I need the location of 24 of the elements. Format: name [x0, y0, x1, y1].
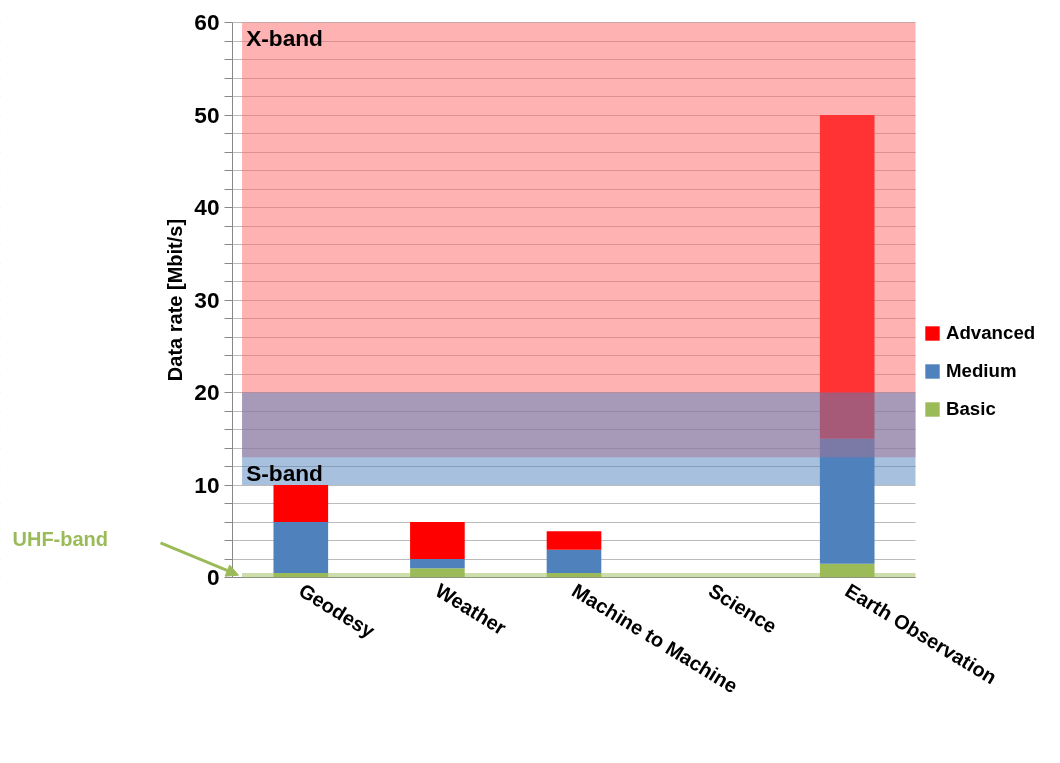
bar [410, 568, 465, 578]
y-tick-label: 60 [194, 9, 220, 35]
y-tick-label: 0 [206, 564, 220, 590]
bar [273, 522, 329, 573]
y-tick-label: 30 [194, 286, 220, 313]
bar [819, 563, 875, 578]
bar [819, 438, 875, 564]
bar [546, 549, 602, 573]
y-tick-label: 40 [194, 194, 220, 220]
legend-label: Medium [946, 360, 1017, 382]
band-label: X-band [246, 25, 323, 52]
bar [410, 522, 465, 559]
bar [410, 559, 465, 569]
band-label: S-band [246, 460, 323, 487]
y-tick-label: 50 [194, 101, 220, 128]
legend-label: Basic [946, 398, 996, 420]
band-label: UHF-band [12, 527, 109, 550]
bar [546, 531, 602, 550]
legend-label: Advanced [946, 322, 1036, 344]
bar [819, 115, 875, 439]
y-axis-title: Data rate [Mbit/s] [164, 218, 187, 382]
bar [273, 485, 329, 522]
y-tick-label: 10 [194, 471, 220, 498]
y-tick-label: 20 [194, 379, 220, 405]
